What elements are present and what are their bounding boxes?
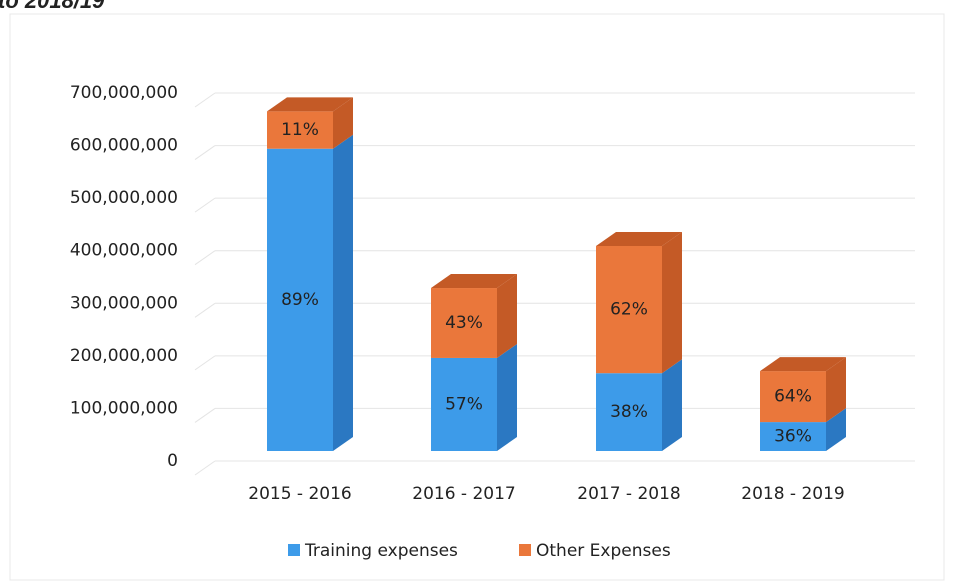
data-label: 89%	[281, 290, 319, 310]
data-label: 38%	[610, 402, 648, 422]
bar-segment	[267, 111, 333, 149]
y-tick-label: 700,000,000	[70, 83, 178, 103]
data-label: 36%	[774, 427, 812, 447]
y-tick-label: 200,000,000	[70, 346, 178, 366]
bar-side	[333, 134, 353, 451]
y-tick-label: 500,000,000	[70, 188, 178, 208]
bar-side	[497, 274, 517, 358]
y-tick-label: 100,000,000	[70, 398, 178, 418]
bar-side	[662, 231, 682, 374]
bar-segment	[267, 148, 333, 451]
grid-line	[194, 92, 216, 108]
x-tick-label: 2017 - 2018	[577, 484, 680, 504]
bar-segment	[431, 288, 497, 358]
bar-segment	[760, 371, 826, 423]
data-label: 64%	[774, 387, 812, 407]
y-tick-label: 400,000,000	[70, 241, 178, 261]
grid-line	[194, 460, 216, 476]
data-label: 43%	[445, 313, 483, 333]
chart-title: to 2018/19	[0, 0, 105, 13]
grid-line	[194, 302, 216, 318]
y-tick-label: 300,000,000	[70, 293, 178, 313]
y-tick-label: 0	[167, 451, 178, 471]
grid-line	[194, 145, 216, 160]
x-tick-label: 2016 - 2017	[412, 484, 515, 504]
x-tick-label: 2018 - 2019	[741, 484, 844, 504]
grid-line	[194, 408, 216, 423]
chart-frame	[9, 13, 945, 581]
legend-swatch	[288, 544, 300, 556]
bar-side	[826, 357, 846, 423]
legend-label: Other Expenses	[536, 541, 671, 561]
legend-swatch	[519, 544, 531, 556]
bar-segment	[596, 373, 662, 451]
bar-segment	[431, 357, 497, 451]
bar-segment	[760, 422, 826, 451]
data-label: 11%	[281, 120, 319, 140]
bar-side	[826, 408, 846, 451]
bar-top	[596, 231, 682, 246]
legend-label: Training expenses	[304, 541, 458, 561]
bar-side	[662, 359, 682, 451]
data-label: 62%	[610, 300, 648, 320]
y-tick-label: 600,000,000	[70, 136, 178, 156]
bar-side	[333, 97, 353, 149]
grid-line	[194, 197, 216, 213]
bar-side	[497, 343, 517, 451]
bar-top	[431, 274, 517, 289]
bar-segment	[596, 245, 662, 374]
bar-top	[760, 357, 846, 372]
bar-top	[267, 97, 353, 112]
grid-line	[194, 355, 216, 371]
data-label: 57%	[445, 394, 483, 414]
x-tick-label: 2015 - 2016	[248, 484, 351, 504]
grid-line	[194, 250, 216, 266]
